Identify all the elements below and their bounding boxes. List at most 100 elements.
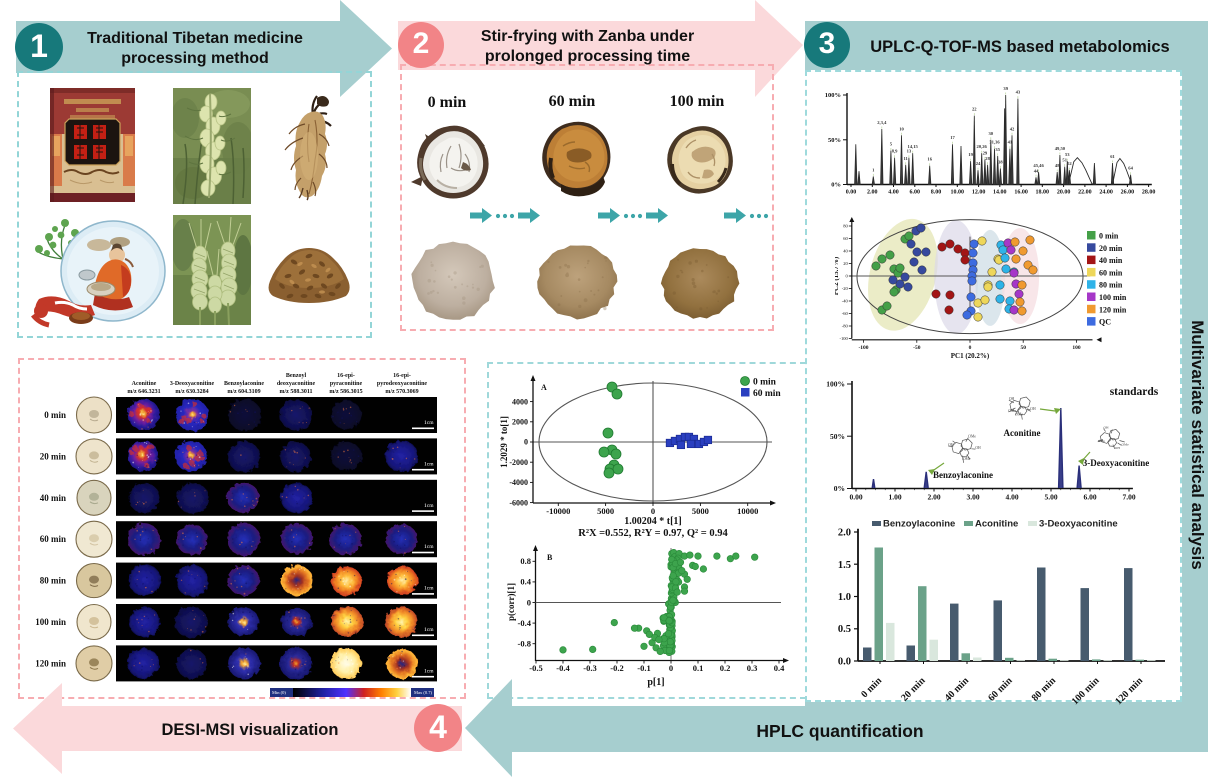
svg-text:standards: standards (1110, 386, 1159, 398)
svg-text:4.00: 4.00 (1005, 493, 1018, 502)
svg-text:2000: 2000 (512, 418, 528, 427)
svg-text:29: 29 (983, 150, 988, 155)
svg-text:1cm: 1cm (424, 420, 434, 426)
svg-text:0: 0 (524, 438, 528, 447)
svg-text:-0.1: -0.1 (637, 663, 650, 673)
svg-text:-0.5: -0.5 (529, 663, 542, 673)
svg-text:19: 19 (968, 152, 973, 157)
svg-text:28: 28 (985, 156, 990, 161)
svg-text:80 min: 80 min (40, 576, 66, 586)
svg-text:Benzoylaconine: Benzoylaconine (933, 470, 993, 480)
svg-text:16.00: 16.00 (1014, 190, 1028, 196)
svg-text:42: 42 (1010, 126, 1015, 131)
svg-text:20.00: 20.00 (1057, 190, 1071, 196)
svg-text:5.00: 5.00 (1044, 493, 1057, 502)
svg-text:0.8: 0.8 (520, 556, 531, 566)
svg-text:0: 0 (969, 345, 972, 351)
svg-text:40: 40 (843, 249, 848, 254)
svg-text:7.00: 7.00 (1122, 493, 1135, 502)
svg-text:-40: -40 (842, 299, 849, 304)
svg-text:41: 41 (1008, 140, 1013, 145)
svg-text:0.4: 0.4 (774, 663, 785, 673)
svg-text:30: 30 (989, 131, 994, 136)
svg-text:3-Deoxyaconitine: 3-Deoxyaconitine (170, 381, 215, 387)
svg-text:OMe: OMe (968, 435, 976, 439)
svg-text:0%: 0% (831, 182, 841, 189)
svg-text:60 min: 60 min (1099, 268, 1123, 277)
svg-text:-6000: -6000 (509, 498, 528, 507)
svg-text:B: B (547, 553, 553, 562)
svg-text:0 min: 0 min (44, 410, 66, 420)
svg-text:40 min: 40 min (40, 493, 66, 503)
svg-text:38: 38 (998, 159, 1003, 164)
svg-text:2.0: 2.0 (838, 528, 851, 539)
svg-text:m/z 586.3015: m/z 586.3015 (329, 389, 362, 395)
svg-text:-80: -80 (842, 324, 849, 329)
svg-text:-4000: -4000 (509, 478, 528, 487)
svg-text:1cm: 1cm (424, 586, 434, 592)
svg-text:60 min: 60 min (986, 675, 1015, 704)
svg-text:0.5: 0.5 (838, 624, 851, 635)
svg-text:49,50: 49,50 (1055, 146, 1066, 151)
svg-text:0.3: 0.3 (747, 663, 758, 673)
svg-text:Aconitine: Aconitine (1004, 428, 1041, 438)
svg-text:8,9: 8,9 (892, 149, 898, 154)
svg-text:5000: 5000 (597, 506, 614, 516)
svg-text:0 min: 0 min (753, 378, 777, 388)
svg-text:2.00: 2.00 (867, 190, 878, 196)
svg-text:0 min: 0 min (1099, 232, 1119, 241)
svg-text:50%: 50% (828, 137, 841, 144)
svg-text:120 min: 120 min (1099, 305, 1127, 314)
svg-text:QC: QC (1099, 318, 1111, 327)
svg-text:20: 20 (843, 261, 848, 266)
svg-text:1cm: 1cm (424, 461, 434, 467)
svg-text:-20: -20 (842, 286, 849, 291)
svg-text:m/z 630.3284: m/z 630.3284 (175, 389, 208, 395)
svg-text:3.00: 3.00 (966, 493, 979, 502)
svg-text:-50: -50 (913, 345, 921, 351)
svg-text:80 min: 80 min (1099, 281, 1123, 290)
svg-text:OH: OH (975, 446, 981, 450)
svg-text:Benzoyl: Benzoyl (286, 373, 307, 379)
svg-text:20 min: 20 min (40, 451, 66, 461)
svg-text:0.4: 0.4 (520, 577, 531, 587)
svg-text:3-Deoxyaconitine: 3-Deoxyaconitine (1039, 519, 1118, 530)
svg-text:0: 0 (669, 663, 673, 673)
svg-text:0.00: 0.00 (849, 493, 862, 502)
svg-text:1cm: 1cm (424, 503, 434, 509)
svg-text:60 min: 60 min (40, 534, 66, 544)
svg-text:OH: OH (1115, 446, 1121, 450)
svg-text:3-Deoxyaconitine: 3-Deoxyaconitine (1083, 458, 1150, 468)
svg-text:12.00: 12.00 (972, 190, 986, 196)
svg-text:16-epi-: 16-epi- (337, 373, 355, 379)
svg-text:50: 50 (1020, 345, 1026, 351)
svg-text:61: 61 (1110, 154, 1115, 159)
svg-text:1cm: 1cm (424, 668, 434, 674)
svg-text:16: 16 (927, 157, 932, 162)
svg-text:-0.3: -0.3 (583, 663, 596, 673)
svg-text:80 min: 80 min (1030, 675, 1059, 704)
svg-text:11: 11 (904, 156, 909, 161)
svg-text:0 min: 0 min (859, 675, 884, 700)
svg-text:OH: OH (1009, 397, 1015, 401)
svg-text:-0.8: -0.8 (518, 639, 531, 649)
svg-text:60: 60 (843, 236, 848, 241)
svg-text:-10000: -10000 (546, 506, 570, 516)
svg-text:4.00: 4.00 (888, 190, 899, 196)
svg-text:OMe: OMe (1015, 412, 1023, 416)
svg-text:m/z 604.3109: m/z 604.3109 (227, 389, 260, 395)
svg-text:40 min: 40 min (943, 675, 972, 704)
svg-text:16-epi-: 16-epi- (393, 373, 411, 379)
svg-text:-0.4: -0.4 (518, 618, 532, 628)
svg-text:10000: 10000 (737, 506, 758, 516)
svg-text:OH: OH (1030, 407, 1036, 411)
svg-text:14,15: 14,15 (908, 144, 919, 149)
svg-text:1.00204 * t[1]: 1.00204 * t[1] (624, 516, 682, 527)
svg-text:p[1]: p[1] (647, 677, 664, 688)
svg-text:6.00: 6.00 (1083, 493, 1096, 502)
svg-text:50%: 50% (830, 432, 845, 441)
svg-text:22.00: 22.00 (1078, 190, 1092, 196)
svg-text:5: 5 (890, 142, 893, 147)
svg-text:100: 100 (1072, 345, 1081, 351)
svg-text:OMe: OMe (1122, 442, 1130, 446)
